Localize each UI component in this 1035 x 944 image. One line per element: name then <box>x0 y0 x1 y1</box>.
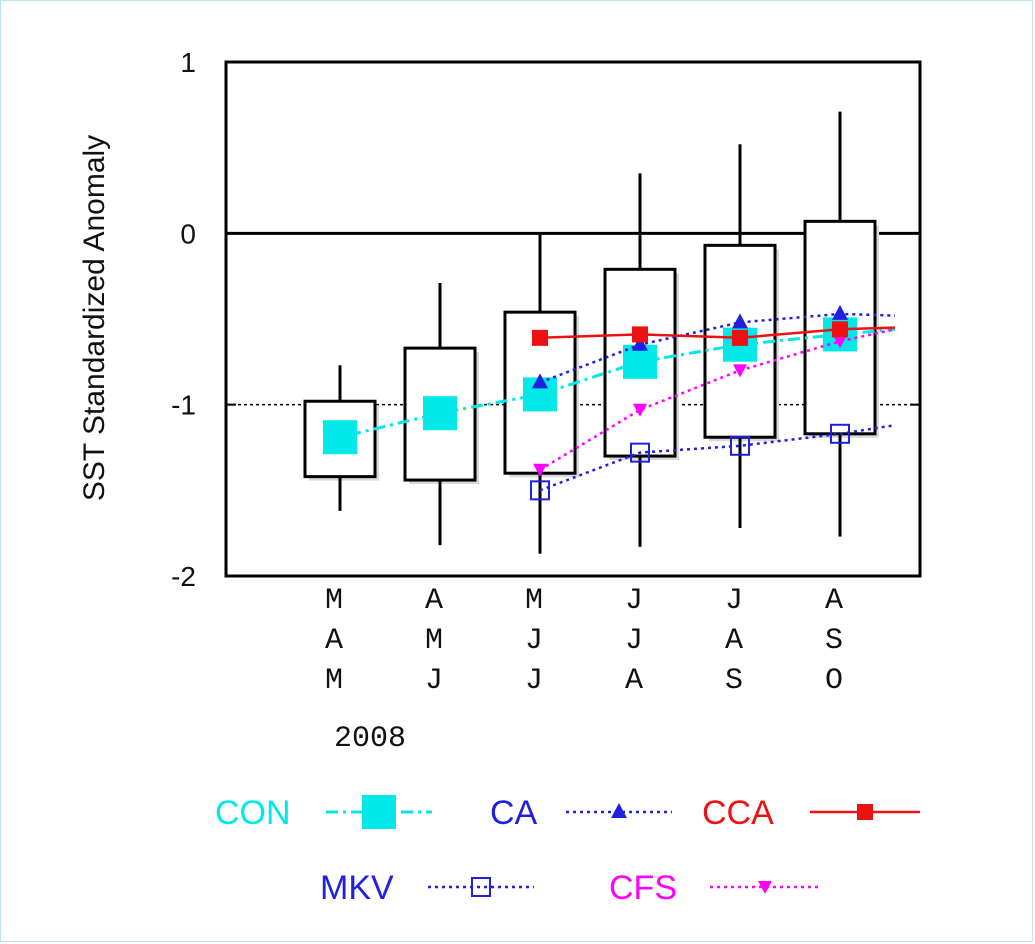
legend-label: CA <box>490 794 538 832</box>
x-tick-label: J <box>625 624 643 658</box>
x-tick-label: O <box>825 664 843 698</box>
marker-mkv <box>471 877 491 897</box>
legend-label: MKV <box>320 869 394 907</box>
series-con <box>323 317 896 455</box>
marker-cca <box>832 321 848 338</box>
legend-item-mkv: MKV <box>320 869 534 907</box>
x-tick-label: S <box>825 624 843 658</box>
marker-cca <box>632 326 648 343</box>
legend-item-ca: CA <box>490 794 672 832</box>
legend-item-con: CON <box>215 794 432 832</box>
marker-con <box>362 795 396 829</box>
legend-label: CCA <box>702 794 774 832</box>
series-mkv <box>530 423 896 501</box>
marker-mkv <box>630 442 650 463</box>
x-tick-label: A <box>825 584 843 618</box>
marker-ca <box>732 313 748 329</box>
x-tick-label: M <box>525 584 543 618</box>
x-tick-label: A <box>625 664 643 698</box>
series-line <box>539 312 896 384</box>
marker-con <box>323 420 357 455</box>
marker-cfs <box>633 403 647 417</box>
x-tick-label: J <box>525 664 543 698</box>
legend-item-cfs: CFS <box>609 869 820 907</box>
marker-ca <box>532 373 548 389</box>
marker-cca <box>732 329 748 346</box>
x-tick-label: A <box>425 584 443 618</box>
x-tick-label: M <box>425 624 443 658</box>
marker-ca <box>632 335 648 351</box>
marker-cfs <box>758 881 772 894</box>
series-cca <box>532 321 896 346</box>
y-tick-label: -1 <box>171 390 196 421</box>
series-cfs <box>533 328 896 477</box>
year-label: 2008 <box>334 722 406 756</box>
x-tick-label: J <box>525 624 543 658</box>
series-ca <box>532 304 896 389</box>
marker-cfs <box>733 364 747 378</box>
marker-mkv <box>830 423 850 444</box>
x-tick-label: J <box>625 584 643 618</box>
y-tick-label: 1 <box>180 47 196 78</box>
legend-item-cca: CCA <box>702 794 920 832</box>
marker-cfs <box>833 335 847 349</box>
x-tick-label: M <box>325 664 343 698</box>
x-tick-label: A <box>325 624 343 658</box>
y-tick-label: 0 <box>180 218 196 249</box>
marker-mkv <box>730 435 750 456</box>
x-tick-label: M <box>325 584 343 618</box>
marker-con <box>423 396 457 431</box>
marker-ca <box>832 304 848 320</box>
x-tick-label: S <box>725 664 743 698</box>
marker-ca <box>611 803 627 818</box>
legend-label: CON <box>215 794 291 832</box>
box-group <box>603 173 679 547</box>
x-tick-label: A <box>725 624 743 658</box>
series-line <box>539 423 896 492</box>
marker-mkv <box>530 480 550 501</box>
x-tick-label: J <box>725 584 743 618</box>
y-tick-label: -2 <box>171 561 196 592</box>
box-group <box>703 144 779 529</box>
marker-cca <box>532 329 548 346</box>
y-axis-label: SST Standardized Anomaly <box>78 135 111 501</box>
legend-label: CFS <box>609 869 677 907</box>
marker-cca <box>857 804 873 820</box>
plot-frame <box>224 60 922 578</box>
marker-cfs <box>533 463 547 477</box>
x-tick-label: J <box>425 664 443 698</box>
